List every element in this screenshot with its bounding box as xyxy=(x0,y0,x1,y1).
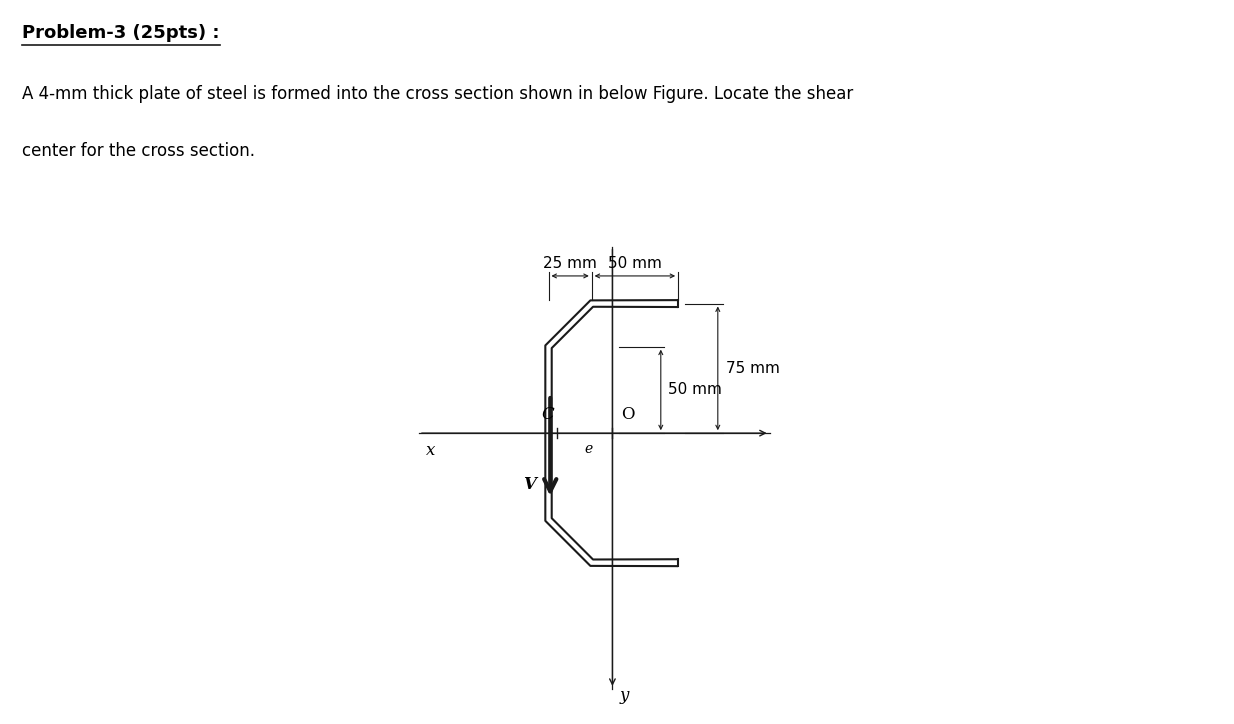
Text: x: x xyxy=(427,442,436,459)
Text: C: C xyxy=(540,405,554,423)
Text: 25 mm: 25 mm xyxy=(543,256,597,271)
Text: e: e xyxy=(584,442,592,456)
Text: V: V xyxy=(523,476,536,494)
Text: A 4-mm thick plate of steel is formed into the cross section shown in below Figu: A 4-mm thick plate of steel is formed in… xyxy=(22,85,854,103)
Text: 50 mm: 50 mm xyxy=(608,256,661,271)
Text: center for the cross section.: center for the cross section. xyxy=(22,142,255,160)
Text: 75 mm: 75 mm xyxy=(727,361,780,376)
Text: O: O xyxy=(621,405,634,423)
Text: y: y xyxy=(619,687,628,704)
Text: Problem-3 (25pts) :: Problem-3 (25pts) : xyxy=(22,25,220,42)
Text: 50 mm: 50 mm xyxy=(668,382,722,397)
